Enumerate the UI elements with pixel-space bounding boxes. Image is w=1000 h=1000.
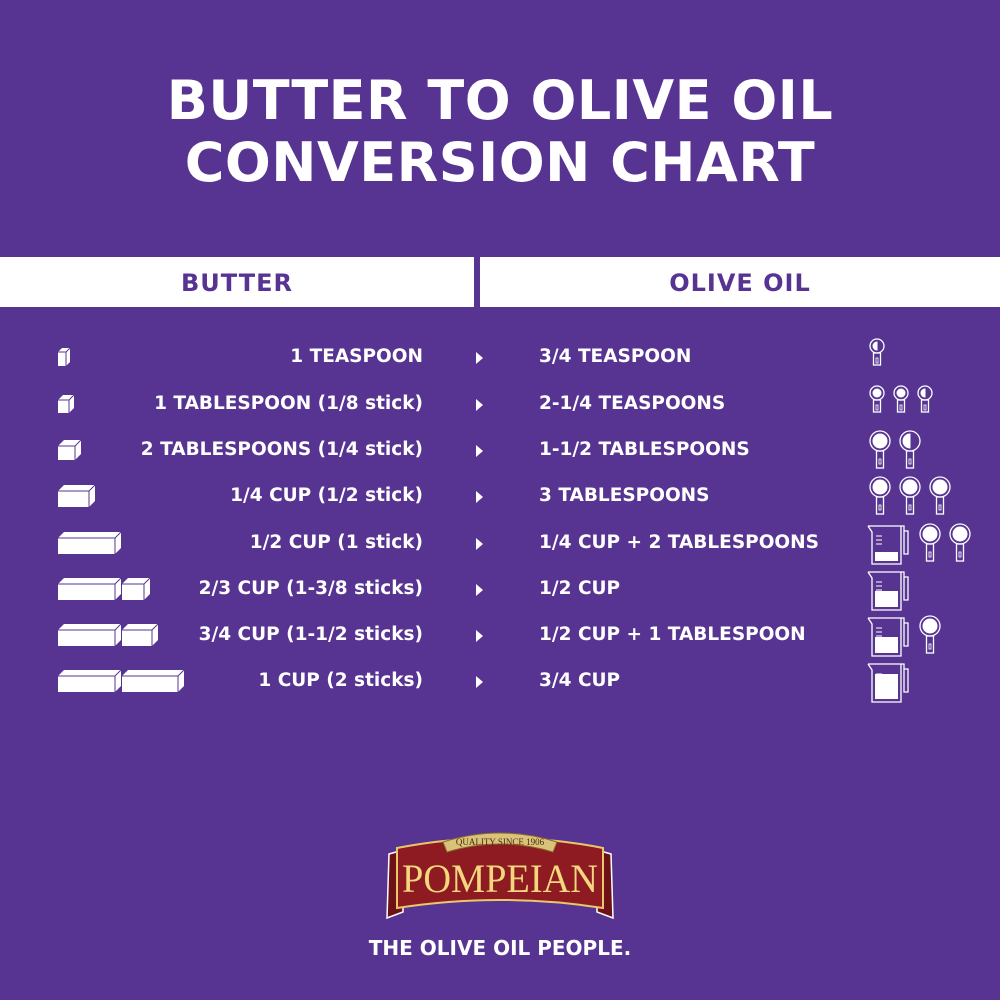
arrow-right-icon: [476, 445, 483, 457]
conversion-row: 2 TABLESPOONS (1/4 stick) 1-1/2 TABLESPOO…: [0, 430, 1000, 471]
measuring-cup-half-icon: [867, 617, 909, 657]
olive-oil-amount: 3/4 TEASPOON: [539, 346, 692, 367]
measuring-cup-three-quarter-icon: [867, 663, 909, 703]
tablespoon-full-icon: [869, 430, 891, 469]
butter-amount: 2/3 CUP (1-3/8 sticks): [198, 578, 423, 599]
arrow-right-icon: [476, 630, 483, 642]
logo-brand-text: POMPEIAN: [402, 856, 598, 901]
title-line-1: BUTTER TO OLIVE OIL: [166, 69, 834, 132]
olive-oil-amount: 1/4 CUP + 2 TABLESPOONS: [539, 532, 819, 553]
butter-header: BUTTER: [0, 257, 474, 307]
arrow-right-icon: [476, 538, 483, 550]
butter-amount: 2 TABLESPOONS (1/4 stick): [140, 439, 423, 460]
butter-stick-icon: [58, 531, 122, 554]
olive-oil-amount: 2-1/4 TEASPOONS: [539, 393, 726, 414]
tablespoon-full-icon: [899, 476, 921, 515]
butter-two-sticks-icon: [58, 669, 185, 692]
tagline: THE OLIVE OIL PEOPLE.: [368, 936, 632, 960]
arrow-right-icon: [476, 352, 483, 364]
olive-oil-measure-icons: [869, 338, 885, 366]
tablespoon-half-icon: [899, 430, 921, 469]
butter-amount: 1/4 CUP (1/2 stick): [230, 485, 423, 506]
olive-oil-measure-icons: [869, 476, 951, 515]
tablespoon-full-icon: [919, 523, 941, 562]
teaspoon-half-icon: [917, 385, 933, 413]
butter-amount: 3/4 CUP (1-1/2 sticks): [198, 624, 423, 645]
arrow-right-icon: [476, 584, 483, 596]
tablespoon-full-icon: [949, 523, 971, 562]
conversion-row: 1 TEASPOON 3/4 TEASPOON: [0, 338, 1000, 378]
olive-oil-amount: 1-1/2 TABLESPOONS: [539, 439, 750, 460]
olive-oil-measure-icons: [869, 430, 921, 469]
olive-oil-measure-icons: [867, 663, 909, 703]
pompeian-logo: QUALITY SINCE 1906 POMPEIAN: [386, 832, 614, 920]
olive-oil-amount: 1/2 CUP: [539, 578, 621, 599]
arrow-right-icon: [476, 676, 483, 688]
olive-oil-measure-icons: [867, 523, 971, 565]
conversion-row: 1 TABLESPOON (1/8 stick) 2-1/4 TEASPOONS: [0, 385, 1000, 425]
butter-cube-tiny-icon: [58, 347, 71, 366]
butter-amount: 1 CUP (2 sticks): [258, 670, 423, 691]
title-line-2: CONVERSION CHART: [184, 131, 816, 194]
butter-half-stick-icon: [58, 484, 96, 507]
butter-amount: 1 TABLESPOON (1/8 stick): [154, 393, 423, 414]
arrow-right-icon: [476, 399, 483, 411]
teaspoon-full-icon: [893, 385, 909, 413]
tablespoon-full-icon: [929, 476, 951, 515]
tablespoon-full-icon: [919, 615, 941, 654]
tablespoon-full-icon: [869, 476, 891, 515]
arrow-right-icon: [476, 491, 483, 503]
butter-amount: 1/2 CUP (1 stick): [249, 532, 423, 553]
olive-oil-amount: 3 TABLESPOONS: [539, 485, 710, 506]
olive-oil-amount: 1/2 CUP + 1 TABLESPOON: [539, 624, 806, 645]
butter-amount: 1 TEASPOON: [290, 346, 423, 367]
butter-cube-icon: [58, 439, 82, 460]
conversion-row: 1 CUP (2 sticks) 3/4 CUP: [0, 662, 1000, 703]
measuring-cup-half-icon: [867, 571, 909, 611]
olive-oil-amount: 3/4 CUP: [539, 670, 621, 691]
olive-oil-measure-icons: [869, 385, 933, 413]
page-title: BUTTER TO OLIVE OIL CONVERSION CHART: [0, 70, 1000, 194]
olive-oil-header: OLIVE OIL: [480, 257, 1000, 307]
butter-cube-small-icon: [58, 394, 75, 413]
butter-stick-plus-small-icon: [58, 577, 151, 600]
conversion-row: 2/3 CUP (1-3/8 sticks) 1/2 CUP: [0, 570, 1000, 611]
conversion-row: 3/4 CUP (1-1/2 sticks) 1/2 CUP + 1 TABLES…: [0, 615, 1000, 657]
olive-oil-measure-icons: [867, 615, 941, 657]
butter-stick-plus-half-icon: [58, 623, 159, 646]
teaspoon-half-icon: [869, 338, 885, 366]
teaspoon-full-icon: [869, 385, 885, 413]
measuring-cup-quarter-icon: [867, 525, 909, 565]
conversion-row: 1/4 CUP (1/2 stick) 3 TABLESPOONS: [0, 476, 1000, 517]
conversion-row: 1/2 CUP (1 stick) 1/4 CUP + 2 TABLESPOONS: [0, 523, 1000, 565]
logo-banner-text: QUALITY SINCE 1906: [456, 837, 545, 847]
olive-oil-measure-icons: [867, 571, 909, 611]
